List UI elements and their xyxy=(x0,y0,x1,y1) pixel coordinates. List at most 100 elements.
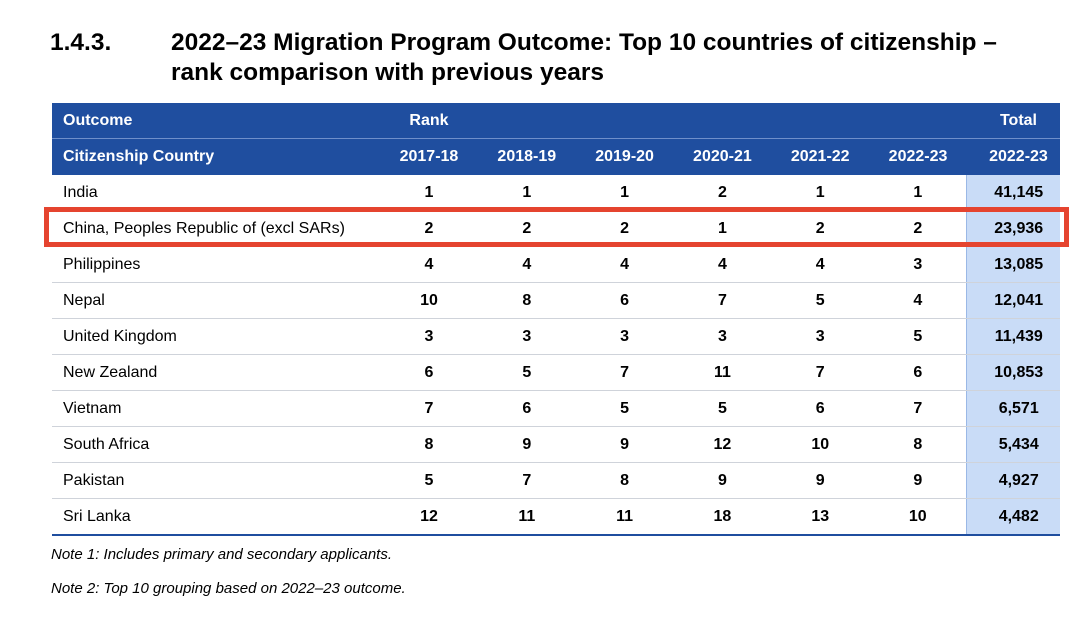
country-cell: Vietnam xyxy=(52,390,381,427)
header-row-outcome: Outcome Rank Total xyxy=(52,103,1060,139)
rank-cell: 3 xyxy=(673,318,772,355)
total-cell: 41,145 xyxy=(966,175,1060,211)
note-2: Note 2: Top 10 grouping based on 2022–23… xyxy=(51,580,406,597)
rank-cell: 6 xyxy=(771,390,870,427)
country-cell: New Zealand xyxy=(52,354,381,391)
rank-cell: 1 xyxy=(575,175,674,211)
rank-cell: 3 xyxy=(771,318,870,355)
total-cell: 23,936 xyxy=(966,210,1060,247)
rank-cell: 4 xyxy=(869,282,967,319)
rank-cell: 6 xyxy=(477,390,576,427)
header-year: 2018-19 xyxy=(477,138,576,175)
rank-cell: 6 xyxy=(380,354,478,391)
rank-cell: 10 xyxy=(771,426,870,463)
rank-cell: 5 xyxy=(869,318,967,355)
rank-cell: 5 xyxy=(380,462,478,499)
rank-cell: 12 xyxy=(673,426,772,463)
country-cell: United Kingdom xyxy=(52,318,381,355)
table-row: Vietnam 7 6 5 5 6 7 6,571 xyxy=(52,390,1060,427)
country-cell: Philippines xyxy=(52,246,381,283)
header-row-years: Citizenship Country 2017-18 2018-19 2019… xyxy=(52,138,1060,175)
rank-cell: 11 xyxy=(575,498,674,536)
rank-cell: 11 xyxy=(477,498,576,536)
country-cell: Nepal xyxy=(52,282,381,319)
rank-cell: 1 xyxy=(380,175,478,211)
citizenship-rank-table: Outcome Rank Total Citizenship Country 2… xyxy=(52,103,1060,536)
rank-cell: 8 xyxy=(869,426,967,463)
rank-cell: 8 xyxy=(380,426,478,463)
rank-cell: 6 xyxy=(575,282,674,319)
table-row: Sri Lanka 12 11 11 18 13 10 4,482 xyxy=(52,498,1060,536)
total-cell: 5,434 xyxy=(966,426,1060,463)
total-cell: 11,439 xyxy=(966,318,1060,355)
rank-cell: 3 xyxy=(380,318,478,355)
section-title: 2022–23 Migration Program Outcome: Top 1… xyxy=(171,29,997,86)
rank-cell: 2 xyxy=(575,210,674,247)
header-year: 2019-20 xyxy=(575,138,674,175)
header-year: 2021-22 xyxy=(771,138,870,175)
rank-cell: 9 xyxy=(575,426,674,463)
rank-cell: 1 xyxy=(771,175,870,211)
table-row: New Zealand 6 5 7 11 7 6 10,853 xyxy=(52,354,1060,391)
table-row: United Kingdom 3 3 3 3 3 5 11,439 xyxy=(52,318,1060,355)
rank-cell: 1 xyxy=(673,210,772,247)
rank-cell: 3 xyxy=(869,246,967,283)
total-cell: 6,571 xyxy=(966,390,1060,427)
header-total-year: 2022-23 xyxy=(966,138,1060,175)
table-row: Philippines 4 4 4 4 4 3 13,085 xyxy=(52,246,1060,283)
rank-cell: 4 xyxy=(477,246,576,283)
rank-cell: 7 xyxy=(673,282,772,319)
rank-cell: 6 xyxy=(869,354,967,391)
rank-cell: 9 xyxy=(477,426,576,463)
country-cell: Sri Lanka xyxy=(52,498,381,536)
total-cell: 13,085 xyxy=(966,246,1060,283)
rank-cell: 12 xyxy=(380,498,478,536)
table-row: Nepal 10 8 6 7 5 4 12,041 xyxy=(52,282,1060,319)
rank-cell: 5 xyxy=(477,354,576,391)
rank-cell: 2 xyxy=(771,210,870,247)
header-citizenship-country: Citizenship Country xyxy=(52,138,381,175)
header-year: 2020-21 xyxy=(673,138,772,175)
rank-cell: 5 xyxy=(673,390,772,427)
header-year: 2017-18 xyxy=(380,138,478,175)
rank-cell: 7 xyxy=(380,390,478,427)
rank-cell: 3 xyxy=(477,318,576,355)
rank-cell: 9 xyxy=(771,462,870,499)
country-cell: South Africa xyxy=(52,426,381,463)
rank-cell: 10 xyxy=(869,498,967,536)
total-cell: 4,927 xyxy=(966,462,1060,499)
rank-cell: 18 xyxy=(673,498,772,536)
rank-cell: 7 xyxy=(869,390,967,427)
rank-cell: 4 xyxy=(771,246,870,283)
total-cell: 10,853 xyxy=(966,354,1060,391)
note-1: Note 1: Includes primary and secondary a… xyxy=(51,546,393,563)
rank-cell: 5 xyxy=(771,282,870,319)
header-year: 2022-23 xyxy=(869,138,967,175)
rank-cell: 4 xyxy=(380,246,478,283)
rank-cell: 4 xyxy=(575,246,674,283)
country-cell: China, Peoples Republic of (excl SARs) xyxy=(52,210,381,247)
header-outcome: Outcome xyxy=(63,111,133,129)
header-rank: Rank xyxy=(409,111,449,129)
rank-cell: 2 xyxy=(869,210,967,247)
rank-cell: 3 xyxy=(575,318,674,355)
rank-cell: 7 xyxy=(477,462,576,499)
rank-cell: 7 xyxy=(575,354,674,391)
rank-cell: 1 xyxy=(477,175,576,211)
total-cell: 4,482 xyxy=(966,498,1060,536)
rank-cell: 4 xyxy=(673,246,772,283)
rank-cell: 9 xyxy=(869,462,967,499)
country-cell: Pakistan xyxy=(52,462,381,499)
rank-cell: 8 xyxy=(477,282,576,319)
table-row: South Africa 8 9 9 12 10 8 5,434 xyxy=(52,426,1060,463)
rank-cell: 5 xyxy=(575,390,674,427)
rank-cell: 10 xyxy=(380,282,478,319)
rank-cell: 2 xyxy=(477,210,576,247)
table-row: China, Peoples Republic of (excl SARs) 2 2… xyxy=(52,210,1060,247)
table-row: India 1 1 1 2 1 1 41,145 xyxy=(52,175,1060,211)
rank-cell: 1 xyxy=(869,175,967,211)
table-row: Pakistan 5 7 8 9 9 9 4,927 xyxy=(52,462,1060,499)
total-cell: 12,041 xyxy=(966,282,1060,319)
rank-cell: 9 xyxy=(673,462,772,499)
rank-cell: 11 xyxy=(673,354,772,391)
